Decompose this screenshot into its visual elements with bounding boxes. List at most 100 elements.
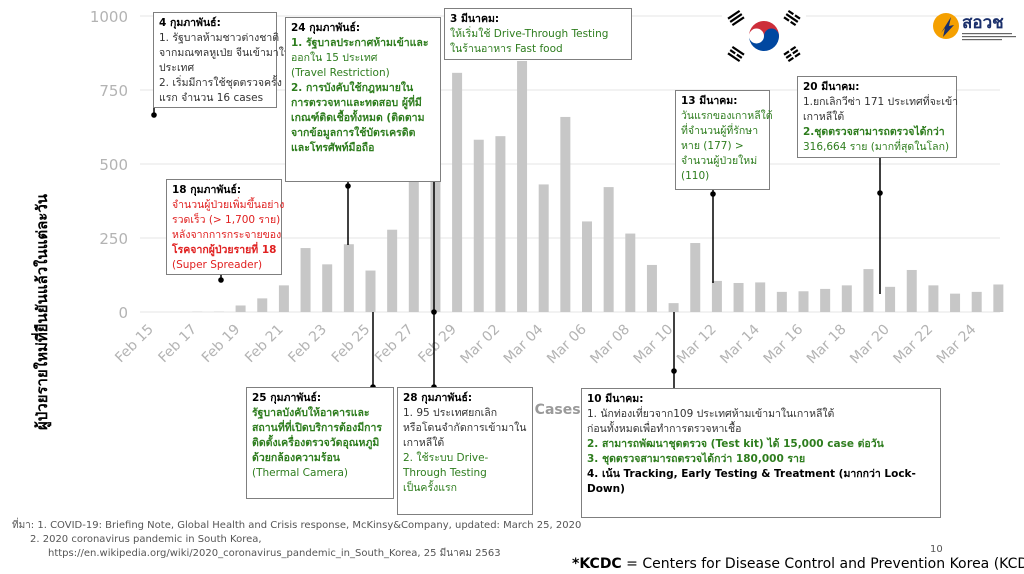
bar [646, 264, 657, 312]
x-tick-label: Feb 27 [372, 322, 417, 367]
annotation-line: (Super Spreader) [172, 259, 263, 271]
sources: ที่มา: 1. COVID-19: Briefing Note, Globa… [12, 519, 581, 561]
annotation-line: เกาหลีใต้ [803, 111, 845, 123]
bars [192, 60, 1004, 312]
bar [668, 303, 679, 312]
annotation-date: 20 มีนาคม: [803, 81, 860, 93]
bar [841, 285, 852, 312]
logo-mark-icon [933, 13, 959, 39]
annotation-line: เป็นครั้งแรก [403, 482, 457, 494]
annotation-line: จำนวนผู้ป่วยเพิ่มขึ้นอย่าง [172, 199, 285, 211]
leader-dot [671, 368, 677, 374]
south-korea-flag-icon [722, 6, 806, 66]
bar [863, 269, 874, 312]
x-tick-label: Feb 23 [285, 322, 330, 367]
y-tick-label: 250 [99, 230, 128, 248]
annotation-line: 4. เน้น Tracking, Early Testing & Treatm… [587, 468, 916, 480]
leader-dot [710, 191, 716, 197]
bar [408, 164, 419, 312]
bar [928, 285, 939, 312]
annotation-line: ประเทศ [159, 62, 195, 74]
annotation-date: 28 กุมภาพันธ์: [403, 392, 473, 404]
annotation-line: สถานที่ที่เปิดบริการต้องมีการ [252, 422, 383, 434]
bar [798, 291, 809, 312]
annotation-line: 2.ชุดตรวจสามารถตรวจได้กว่า [803, 126, 945, 138]
annotation-line: จากมณฑลหูเป่ย จีนเข้ามาใน [159, 47, 291, 59]
y-tick-label: 750 [99, 82, 128, 100]
annotation-line: (Thermal Camera) [252, 467, 348, 479]
page-number: 10 [930, 544, 943, 555]
x-tick-label: Mar 04 [501, 321, 547, 367]
x-tick-label: Feb 21 [242, 322, 287, 367]
x-tick-label: Mar 24 [934, 321, 980, 367]
annotation-line: เกณฑ์ติดเชื้อทั้งหมด (ติดตาม [291, 112, 425, 124]
annotation-line: ให้เริ่มใช้ Drive-Through Testing [450, 28, 609, 40]
annotation-line: 2. การบังคับใช้กฎหมายใน [291, 82, 414, 94]
bar [430, 164, 441, 312]
bar [820, 288, 831, 312]
annotation-date: 18 กุมภาพันธ์: [172, 184, 242, 196]
y-axis-label: ผู้ป่วยรายใหม่ที่ยืนยันแล้วในแต่ละวัน [33, 193, 51, 431]
annotation-date: 24 กุมภาพันธ์: [291, 22, 361, 34]
annotation-line: ด้วยกล้องความร้อน [252, 452, 340, 464]
x-tick-label: Mar 16 [761, 321, 807, 367]
y-tick-labels: 1000 750 500 250 0 [90, 8, 128, 322]
x-tick-label: Feb 25 [329, 322, 374, 367]
kcdc-footnote: *KCDC = Centers for Disease Control and … [572, 556, 1024, 572]
annotation-line: ติดตั้งเครื่องตรวจวัดอุณหภูมิ [252, 437, 380, 449]
annotation-feb-28: 28 กุมภาพันธ์: 1. 95 ประเทศยกเลิก หรือโดนจ… [397, 387, 533, 515]
annotation-line: วันแรกของเกาหลีใต้ [681, 110, 773, 122]
annotation-date: 10 มีนาคม: [587, 393, 644, 405]
annotation-line: ที่จำนวนผู้ที่รักษา [681, 125, 759, 137]
annotation-line: การตรวจหาและทดสอบ ผู้ที่มี [291, 97, 422, 109]
annotation-line: ก่อนทั้งหมดเพื่อทำการตรวจหาเชื้อ [587, 423, 742, 435]
annotation-mar-13: 13 มีนาคม: วันแรกของเกาหลีใต้ ที่จำนวนผู้ท… [675, 90, 773, 190]
bar [906, 269, 917, 312]
logo-text: สอวช [962, 13, 1004, 33]
annotation-line: 3. ชุดตรวจสามารถตรวจได้กว่า 180,000 ราย [587, 453, 806, 465]
annotation-line: 2. ใช้ระบบ Drive- [403, 452, 489, 464]
annotation-date: 3 มีนาคม: [450, 13, 500, 25]
annotation-line: 1. รัฐบาลห้ามชาวต่างชาติ [159, 32, 280, 44]
annotation-feb-24: 24 กุมภาพันธ์: 1. รัฐบาลประกาศห้ามเข้าและ… [285, 17, 441, 182]
x-tick-label: Feb 19 [199, 322, 244, 367]
source-line-2: 2. 2020 coronavirus pandemic in South Ko… [30, 534, 262, 545]
bar [235, 305, 246, 312]
bar [885, 286, 896, 312]
bar [538, 184, 549, 312]
bar [711, 280, 722, 312]
bar [257, 298, 268, 312]
source-line-1: ที่มา: 1. COVID-19: Briefing Note, Globa… [12, 520, 582, 531]
bar [473, 139, 484, 312]
bar [495, 136, 506, 312]
annotation-line: รัฐบาลบังคับให้อาคารและ [252, 407, 370, 419]
bar [300, 248, 311, 312]
annotation-line: จำนวนผู้ป่วยใหม่ [681, 155, 758, 167]
annotation-mar-10: 10 มีนาคม: 1. นักท่องเที่ยวจาก109 ประเทศห… [581, 388, 941, 518]
annotation-date: 4 กุมภาพันธ์: [159, 17, 221, 29]
annotation-mar-20: 20 มีนาคม: 1.ยกเลิกวีซ่า 171 ประเทศที่จะเ… [797, 76, 958, 158]
kcdc-definition: = Centers for Disease Control and Preven… [621, 556, 1024, 572]
y-tick-label: 0 [118, 304, 128, 322]
bar [560, 116, 571, 312]
x-tick-label: Feb 15 [112, 322, 157, 367]
bar [387, 229, 398, 312]
x-tick-label: Mar 02 [457, 322, 503, 368]
x-tick-label: Mar 06 [544, 321, 590, 367]
annotation-line: 1. นักท่องเที่ยวจาก109 ประเทศห้ามเข้ามาใ… [587, 408, 835, 420]
bar [343, 244, 354, 312]
annotation-line: ออกใน 15 ประเทศ [291, 52, 378, 64]
annotation-line: Down) [587, 483, 625, 495]
annotation-line: และโทรศัพท์มือถือ [291, 142, 375, 154]
bar [776, 291, 787, 312]
bar [322, 264, 333, 312]
x-tick-label: Mar 22 [890, 322, 936, 368]
x-tick-label: Mar 14 [717, 321, 763, 367]
leader-dot [877, 190, 883, 196]
x-tick-label: Mar 18 [804, 322, 850, 368]
x-tick-label: Mar 08 [587, 322, 633, 368]
annotation-line: โรคจากผู้ป่วยรายที่ 18 [172, 244, 277, 256]
bar [755, 282, 766, 312]
